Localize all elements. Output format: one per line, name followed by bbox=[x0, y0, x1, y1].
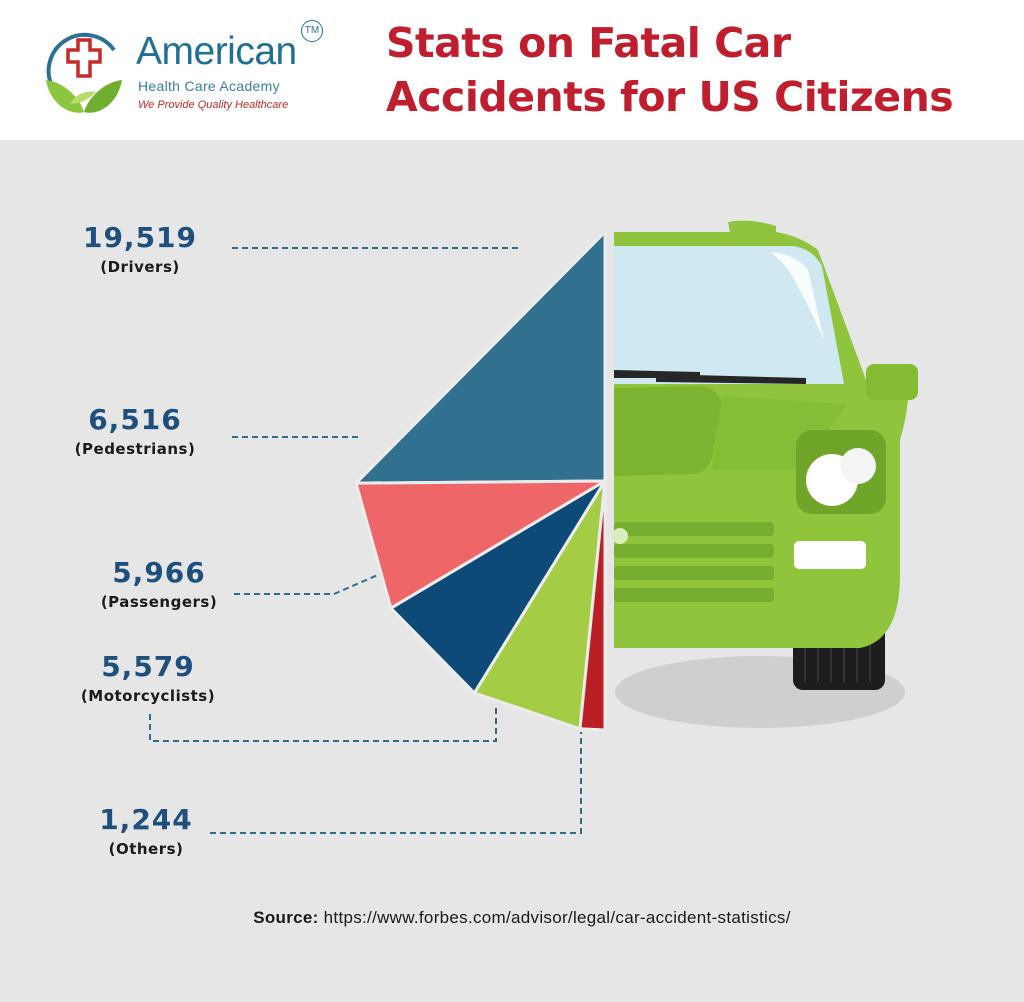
trademark-badge: TM bbox=[301, 20, 323, 42]
page-title: Stats on Fatal Car Accidents for US Citi… bbox=[386, 16, 1006, 124]
slice-name-motorcyclists: (Motorcyclists) bbox=[80, 687, 216, 705]
slice-value-passengers: 5,966 bbox=[112, 556, 206, 589]
slice-name-drivers: (Drivers) bbox=[100, 258, 180, 276]
pie-slice-others bbox=[578, 479, 607, 732]
header: American TM Health Care Academy We Provi… bbox=[0, 0, 1024, 140]
slice-value-drivers: 19,519 bbox=[82, 221, 198, 254]
slice-label-pedestrians: 6,516 (Pedestrians) bbox=[25, 404, 245, 462]
brand-name: American bbox=[136, 30, 297, 73]
source-link[interactable]: https://www.forbes.com/advisor/legal/car… bbox=[323, 908, 791, 927]
source-label: Source: bbox=[253, 908, 319, 927]
page-title-line-2: Accidents for US Citizens bbox=[386, 73, 954, 121]
page-title-line-1: Stats on Fatal Car bbox=[386, 19, 791, 67]
brand-tagline: We Provide Quality Healthcare bbox=[138, 99, 289, 111]
leader-lines bbox=[149, 247, 582, 834]
slice-name-pedestrians: (Pedestrians) bbox=[74, 440, 196, 458]
car-front-icon bbox=[612, 220, 918, 728]
leader-line-motorcyclists bbox=[149, 706, 497, 742]
slice-label-motorcyclists: 5,579 (Motorcyclists) bbox=[28, 651, 268, 709]
source-citation: Source: https://www.forbes.com/advisor/l… bbox=[0, 908, 1024, 928]
slice-name-passengers: (Passengers) bbox=[100, 593, 218, 611]
slice-value-motorcyclists: 5,579 bbox=[101, 650, 195, 683]
slice-label-passengers: 5,966 (Passengers) bbox=[44, 557, 274, 615]
slice-value-others: 1,244 bbox=[99, 803, 193, 836]
brand-subtitle: Health Care Academy bbox=[138, 78, 280, 94]
pie-slices bbox=[354, 230, 607, 732]
leader-line-others bbox=[210, 732, 582, 834]
slice-label-drivers: 19,519 (Drivers) bbox=[30, 222, 250, 280]
slice-name-others: (Others) bbox=[108, 840, 184, 858]
slice-label-others: 1,244 (Others) bbox=[36, 804, 256, 862]
brand-logo[interactable]: American TM Health Care Academy We Provi… bbox=[40, 20, 340, 124]
leader-line-passengers bbox=[234, 573, 381, 595]
slice-value-pedestrians: 6,516 bbox=[88, 403, 182, 436]
pie-slice-drivers bbox=[354, 230, 607, 485]
medical-cross-leaf-icon bbox=[46, 32, 122, 113]
